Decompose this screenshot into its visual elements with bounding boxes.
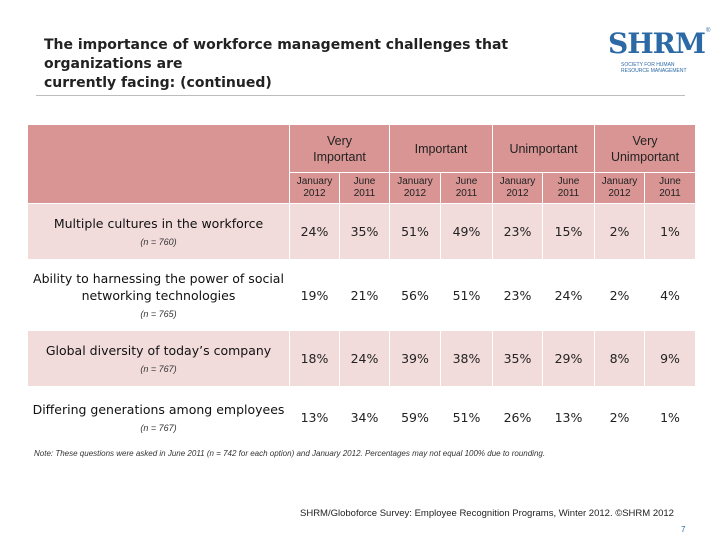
period-month: January [499,176,536,187]
sample-size: (n = 767) [140,364,177,374]
source-citation: SHRM/Globoforce Survey: Employee Recogni… [300,508,674,519]
table-cell: 4% [644,259,696,331]
group-header-unimportant: Unimportant [492,124,595,173]
table-cell: 24% [289,203,340,260]
group-header-row: Very Important Important Unimportant Ver… [27,124,696,204]
sample-size: (n = 767) [140,422,177,433]
group-header-line: Unimportant [509,141,578,156]
period-header: January 2012 [289,172,340,204]
table-cell: 9% [644,330,696,387]
page-number: 7 [681,525,686,534]
table-row: Global diversity of today’s company (n =… [27,330,696,387]
period-month: January [397,176,433,187]
period-year: 2012 [608,188,631,199]
table-row: Multiple cultures in the workforce (n = … [27,203,696,260]
period-year: 2012 [506,188,529,199]
row-label: Global diversity of today’s company (n =… [27,330,290,387]
period-month: June [557,176,580,187]
period-header: June 2011 [440,172,493,204]
registered-mark: ® [705,28,711,34]
slide-title-line-2: currently facing: (continued) [44,75,272,91]
table-cell: 49% [440,203,493,260]
group-header-very-unimportant: Very Unimportant [594,124,696,173]
table-cell: 2% [594,259,645,331]
table-cell: 21% [339,259,390,331]
row-label: Multiple cultures in the workforce (n = … [27,203,290,260]
period-month: June [353,176,376,187]
shrm-logo-subtitle: SOCIETY FOR HUMAN RESOURCE MANAGEMENT [621,62,689,74]
row-label: Differing generations among employees (n… [27,386,290,448]
table-cell: 24% [542,259,595,331]
table-cell: 35% [339,203,390,260]
table-cell: 51% [440,259,493,331]
group-header-important: Important [389,124,493,173]
question-text: Ability to harnessing the power of socia… [33,271,284,303]
row-label: Ability to harnessing the power of socia… [27,259,290,331]
table-cell: 35% [492,330,543,387]
slide-title: The importance of workforce management c… [44,36,584,93]
period-year: 2011 [659,188,681,199]
shrm-logo: SHRM ® SOCIETY FOR HUMAN RESOURCE MANAGE… [605,28,710,80]
period-month: June [659,176,681,187]
table-cell: 13% [542,386,595,448]
period-header: January 2012 [492,172,543,204]
table-cell: 18% [289,330,340,387]
period-year: 2011 [557,188,580,199]
period-year: 2011 [455,188,478,199]
period-month: June [455,176,478,187]
period-month: January [296,176,333,187]
table-cell: 2% [594,386,645,448]
table-cell: 23% [492,259,543,331]
period-header: June 2011 [644,172,696,204]
question-text: Global diversity of today’s company [45,343,272,358]
table-cell: 2% [594,203,645,260]
question-text: Differing generations among employees [32,401,285,417]
period-header: June 2011 [339,172,390,204]
table-cell: 39% [389,330,441,387]
period-header: June 2011 [542,172,595,204]
group-header-line: Unimportant [610,149,680,164]
period-header: January 2012 [389,172,441,204]
table-cell: 38% [440,330,493,387]
question-text: Multiple cultures in the workforce [53,216,264,231]
period-year: 2012 [403,188,427,199]
slide-title-line-1: The importance of workforce management c… [44,37,509,72]
period-year: 2011 [353,188,376,199]
shrm-logo-subtitle-line-1: SOCIETY FOR HUMAN [621,62,675,68]
header-corner [27,124,290,204]
table-cell: 26% [492,386,543,448]
footnote: Note: These questions were asked in June… [34,449,546,458]
group-header-very-important: Very Important [289,124,390,173]
shrm-logo-subtitle-line-2: RESOURCE MANAGEMENT [621,68,687,74]
table-cell: 34% [339,386,390,448]
group-header-line: Very [326,133,352,148]
table-cell: 1% [644,203,696,260]
period-year: 2012 [303,188,326,199]
period-header-row: January 2012 June 2011 January 2012 June 201… [28,172,696,204]
group-header-line: Important [414,141,468,156]
table-cell: 1% [644,386,696,448]
period-header: January 2012 [594,172,645,204]
table-cell: 59% [389,386,441,448]
shrm-logo-wordmark: SHRM [608,27,706,60]
sample-size: (n = 765) [140,309,177,319]
table-cell: 13% [289,386,340,448]
group-header-line: Very [632,133,658,148]
table-cell: 51% [440,386,493,448]
table-cell: 24% [339,330,390,387]
table-cell: 23% [492,203,543,260]
table-cell: 8% [594,330,645,387]
title-divider [36,95,685,96]
table-row: Differing generations among employees (n… [27,386,696,448]
table-cell: 51% [389,203,441,260]
table-cell: 56% [389,259,441,331]
table-row: Ability to harnessing the power of socia… [27,259,696,331]
table-cell: 15% [542,203,595,260]
table-cell: 19% [289,259,340,331]
table-cell: 29% [542,330,595,387]
importance-table: Very Important Important Unimportant Ver… [27,124,696,448]
period-month: January [601,176,638,187]
sample-size: (n = 760) [140,237,177,247]
group-header-line: Important [313,149,366,164]
